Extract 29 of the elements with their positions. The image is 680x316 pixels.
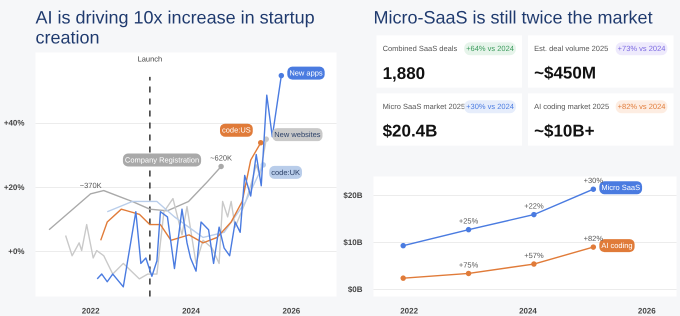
y-tick-label: $20B — [343, 190, 363, 200]
point — [466, 226, 472, 232]
point — [278, 72, 284, 78]
point — [400, 275, 406, 281]
text: ~$450M — [534, 64, 596, 83]
text: $20.4B — [382, 122, 438, 141]
x-tick-label: 2022 — [82, 306, 100, 316]
point — [531, 261, 537, 267]
text: Micro-SaaS is still twice the market — [374, 8, 653, 28]
text: ~$10B+ — [534, 122, 595, 141]
y-tick-label: +40% — [4, 118, 25, 128]
point — [590, 186, 596, 192]
point — [400, 242, 406, 248]
y-tick-label: +20% — [4, 182, 25, 192]
y-tick-label: $10B — [343, 238, 363, 247]
chart-title: AI is driving 10x increase in startup creation — [36, 8, 315, 48]
y-tick-label: +0% — [8, 247, 24, 256]
x-tick-label: 2026 — [638, 306, 656, 316]
x-tick-label: 2024 — [519, 306, 538, 316]
x-tick-label: 2026 — [282, 306, 301, 316]
text: 1,880 — [382, 64, 426, 84]
point — [590, 244, 596, 250]
point — [218, 164, 224, 170]
x-tick-label: 2024 — [182, 306, 200, 316]
x-tick-label: 2022 — [400, 306, 419, 316]
point — [531, 212, 537, 218]
y-tick-label: $0B — [348, 284, 363, 294]
point — [466, 270, 472, 276]
point — [258, 140, 264, 146]
